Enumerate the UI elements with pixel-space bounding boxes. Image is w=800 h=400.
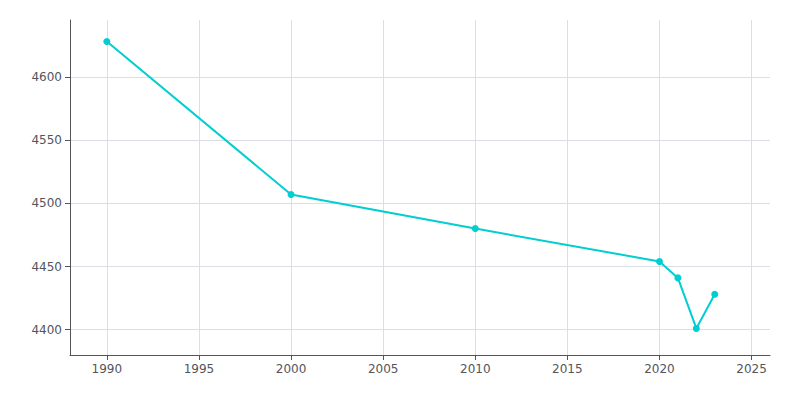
svg-text:1990: 1990 [92,362,123,376]
svg-text:4550: 4550 [31,133,62,147]
svg-text:2010: 2010 [460,362,491,376]
svg-text:2020: 2020 [644,362,675,376]
svg-text:2000: 2000 [276,362,307,376]
svg-text:4450: 4450 [31,260,62,274]
svg-text:2015: 2015 [552,362,583,376]
svg-text:4600: 4600 [31,70,62,84]
svg-text:4500: 4500 [31,196,62,210]
svg-text:2025: 2025 [736,362,767,376]
svg-text:1995: 1995 [184,362,215,376]
svg-text:2005: 2005 [368,362,399,376]
svg-text:4400: 4400 [31,323,62,337]
